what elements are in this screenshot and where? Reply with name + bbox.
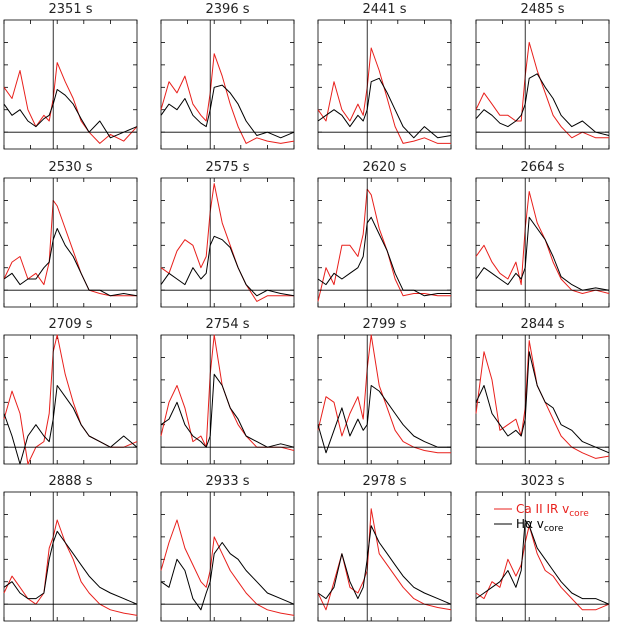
panel: 2709 s <box>3 317 138 465</box>
series-line <box>317 216 451 297</box>
series-line <box>317 508 452 611</box>
series-line <box>160 334 295 451</box>
panel: 2530 s <box>3 160 138 308</box>
series-line <box>3 530 138 605</box>
panel: 2933 s <box>160 474 295 622</box>
plot-frame <box>317 491 452 622</box>
plot-frame <box>3 19 138 150</box>
series-line <box>3 228 138 297</box>
panel-title: 2799 s <box>363 317 407 332</box>
plot-frame <box>317 334 452 465</box>
series-line <box>3 199 137 297</box>
panel: 2575 s <box>160 160 295 308</box>
panel-title: 2620 s <box>363 160 407 175</box>
panel-title: 2664 s <box>521 160 565 175</box>
panel: 2351 s <box>3 2 138 150</box>
series-line <box>160 235 295 297</box>
series-line <box>160 373 295 448</box>
plot-frame <box>475 334 610 465</box>
plot-frame <box>3 491 138 622</box>
series-line <box>475 41 609 139</box>
series-line <box>3 519 138 616</box>
panel: 2664 s <box>475 160 610 308</box>
panel-title: 2530 s <box>49 160 93 175</box>
plot-frame <box>160 491 295 622</box>
series-line <box>3 62 138 144</box>
series-line <box>317 47 451 144</box>
plot-frame <box>475 177 610 308</box>
panel: 2441 s <box>317 2 452 150</box>
panel: 2844 s <box>475 317 610 465</box>
series-line <box>3 385 138 465</box>
plot-frame <box>3 334 138 465</box>
panel-title: 2396 s <box>206 2 250 17</box>
series-line <box>317 188 451 302</box>
series-line <box>317 385 451 454</box>
panel-title: 2709 s <box>49 317 93 332</box>
panel: 2888 s <box>3 474 138 622</box>
plot-frame <box>160 19 295 150</box>
panel-title: 2978 s <box>363 474 407 489</box>
series-line <box>160 84 295 139</box>
panel: 2396 s <box>160 2 295 150</box>
series-line <box>475 216 610 291</box>
plot-frame <box>3 177 138 308</box>
series-line <box>160 53 295 144</box>
plot-frame <box>160 177 295 308</box>
legend-label: Ca II IR vcore <box>516 502 589 519</box>
series-line <box>317 77 452 139</box>
panel: 2485 s <box>475 2 610 150</box>
panel: 2978 s <box>317 474 452 622</box>
series-line <box>317 525 452 605</box>
plot-frame <box>317 19 452 150</box>
series-line <box>475 191 610 294</box>
series-line <box>475 340 610 459</box>
series-line <box>3 89 138 139</box>
series-line <box>160 519 295 616</box>
series-line <box>475 351 610 454</box>
series-line <box>475 73 610 136</box>
panel: 2754 s <box>160 317 295 465</box>
panel-title: 2844 s <box>521 317 565 332</box>
panel-title: 2933 s <box>206 474 250 489</box>
series-line <box>317 334 451 454</box>
legend-subscript: core <box>544 524 564 534</box>
plot-frame <box>475 491 610 622</box>
series-line <box>160 183 294 302</box>
series-line <box>160 542 295 611</box>
panel-title: 2754 s <box>206 317 250 332</box>
series-line <box>3 334 138 465</box>
legend-name: Hα v <box>516 517 544 531</box>
panel-title: 2888 s <box>49 474 93 489</box>
plot-frame <box>317 177 452 308</box>
panel-title: 2485 s <box>521 2 565 17</box>
plot-frame <box>475 19 610 150</box>
legend-label: Hα vcore <box>516 517 564 534</box>
plot-frame <box>160 334 295 465</box>
panel-title: 3023 s <box>521 474 565 489</box>
panel-title: 2351 s <box>49 2 93 17</box>
series-line <box>475 525 610 611</box>
series-line <box>475 519 610 605</box>
legend-name: Ca II IR v <box>516 502 569 516</box>
panel: 2799 s <box>317 317 452 465</box>
panel: 2620 s <box>317 160 452 308</box>
legend-subscript: core <box>569 509 589 519</box>
panel-title: 2575 s <box>206 160 250 175</box>
panel-title: 2441 s <box>363 2 407 17</box>
